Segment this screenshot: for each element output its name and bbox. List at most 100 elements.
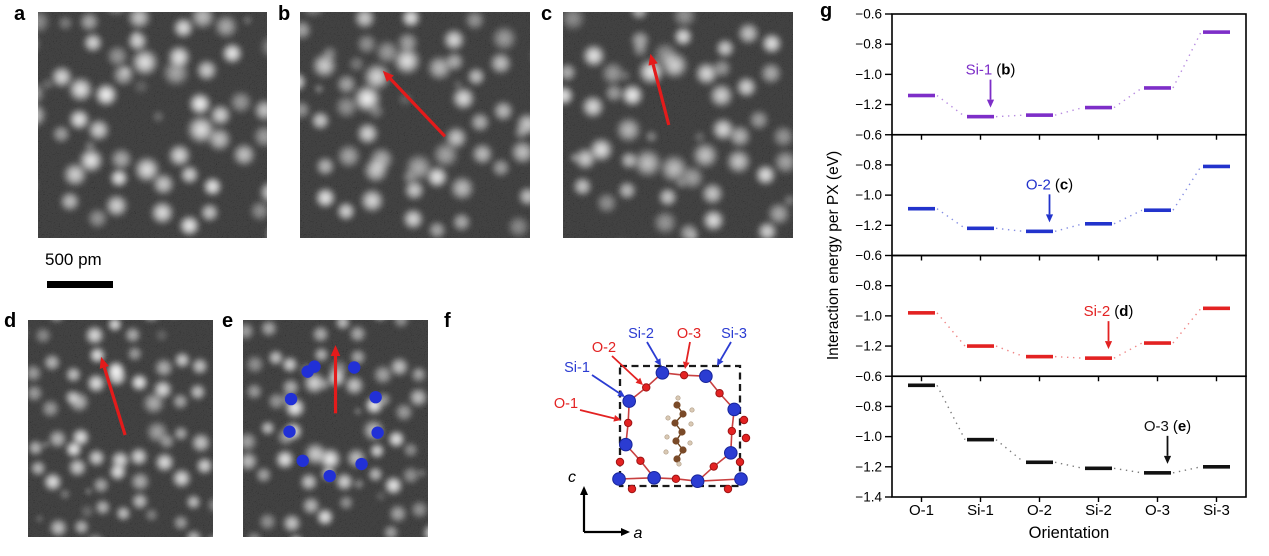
data-mark <box>1026 354 1053 359</box>
x-tick-label: O-1 <box>909 502 934 519</box>
subplot-frame <box>891 254 1247 378</box>
chart-subplot-si-2: −0.6 −0.8 −1.0 −1.2 Si-2 (d) <box>855 248 1247 382</box>
data-mark <box>1144 86 1171 90</box>
oxygen-atom <box>642 383 651 392</box>
site-label-si-3: Si-3 <box>721 326 747 342</box>
dotted-connector <box>1172 31 1202 89</box>
y-tick-label: −1.0 <box>855 188 882 203</box>
dotted-connector <box>936 312 966 347</box>
dotted-connector <box>936 208 966 229</box>
afm-image-a <box>38 12 267 238</box>
y-tick-label: −1.2 <box>855 459 882 474</box>
subplot-frame <box>891 13 1247 136</box>
blue-dot <box>369 390 382 404</box>
panel-label-b: b <box>278 3 291 25</box>
unit-cell-box <box>618 364 742 488</box>
afm-noise <box>38 12 267 238</box>
oxygen-atom <box>741 433 751 443</box>
site-label-o-2: O-2 <box>592 340 616 356</box>
oxygen-atom <box>723 484 733 494</box>
panel-label-d: d <box>4 310 17 332</box>
x-tick-label: Si-2 <box>1085 502 1112 519</box>
blue-dot <box>355 457 368 471</box>
oxygen-atom <box>715 389 724 398</box>
dotted-connector <box>1054 106 1084 116</box>
panel-label-a: a <box>14 3 26 25</box>
arrow-head <box>717 358 724 366</box>
arrow-shaft <box>651 64 671 126</box>
dotted-connector <box>1113 87 1143 109</box>
oxygen-atom <box>709 462 718 471</box>
silicon-atom <box>727 402 742 417</box>
arrow-shaft <box>646 341 659 361</box>
panel-label-c: c <box>541 3 553 25</box>
series-annotation: O-3 (e) <box>1144 418 1191 435</box>
y-tick-label: −1.2 <box>855 97 882 112</box>
silicon-atom <box>622 394 637 408</box>
data-mark <box>1203 30 1230 34</box>
site-label-o-1: O-1 <box>554 396 578 412</box>
y-tick-label: −0.6 <box>855 127 882 142</box>
site-label-si-2: Si-2 <box>628 326 654 342</box>
orientation-arrow <box>330 344 341 414</box>
afm-image-c <box>563 12 793 238</box>
data-mark <box>908 93 935 98</box>
series-annotation: O-2 (c) <box>1026 176 1073 193</box>
arrow-shaft <box>591 374 620 394</box>
panel-label-e: e <box>222 310 234 332</box>
oxygen-atom <box>627 484 637 494</box>
adsorbed-molecule <box>663 395 695 467</box>
data-mark <box>967 437 994 442</box>
x-tick-label: Si-1 <box>967 502 994 519</box>
y-tick-label: −0.8 <box>855 37 882 52</box>
arrow-shaft <box>685 341 691 363</box>
oxygen-atom <box>615 457 625 467</box>
dotted-connector <box>995 345 1025 358</box>
afm-image-d <box>28 320 213 537</box>
blue-dot <box>323 469 336 483</box>
silicon-atom <box>655 365 670 380</box>
arrow-shaft <box>579 409 615 420</box>
axis-label-c: c <box>568 469 576 486</box>
blue-dot <box>301 365 314 378</box>
oxygen-atom <box>735 457 745 467</box>
data-mark <box>1026 113 1053 117</box>
x-axis-title: Orientation <box>1029 524 1110 542</box>
scale-bar <box>47 281 113 288</box>
arrow-shaft <box>389 77 447 138</box>
afm-image-e <box>243 320 428 537</box>
panel-label-f: f <box>444 310 451 332</box>
arrow-head <box>330 344 341 356</box>
data-mark <box>1203 465 1230 469</box>
y-tick-label: −0.8 <box>855 278 882 293</box>
y-tick-label: −1.0 <box>855 308 882 323</box>
dotted-connector <box>1054 223 1084 233</box>
silicon-atom <box>723 446 738 460</box>
afm-image-b <box>300 12 530 238</box>
data-mark <box>1085 466 1112 471</box>
dotted-connector <box>936 384 966 440</box>
y-tick-label: −1.2 <box>855 339 882 354</box>
arrow-shaft <box>611 355 639 381</box>
data-mark <box>1144 471 1171 475</box>
arrow-head <box>1104 341 1113 350</box>
oxygen-atom <box>727 426 737 436</box>
dotted-connector <box>1172 166 1202 211</box>
data-mark <box>967 344 994 348</box>
blue-dot <box>371 426 384 439</box>
y-tick-label: −1.0 <box>855 429 882 444</box>
chart-subplot-si-1: −0.6 −0.8 −1.0 −1.2 Si-1 (b) <box>855 7 1247 140</box>
data-mark <box>908 383 935 388</box>
arrow-head <box>1045 214 1054 223</box>
arrow-head <box>635 377 643 385</box>
subplot-frame <box>891 133 1247 257</box>
silicon-atom <box>618 437 633 452</box>
dotted-connector <box>1113 467 1143 474</box>
dotted-connector <box>936 94 966 118</box>
arrow-head <box>99 356 109 369</box>
x-tick-label: O-3 <box>1145 502 1170 519</box>
arrow-head <box>648 53 658 66</box>
y-tick-label: −1.2 <box>855 218 882 233</box>
adsorption-site-dots <box>283 360 384 483</box>
arrow-head <box>1163 455 1172 464</box>
